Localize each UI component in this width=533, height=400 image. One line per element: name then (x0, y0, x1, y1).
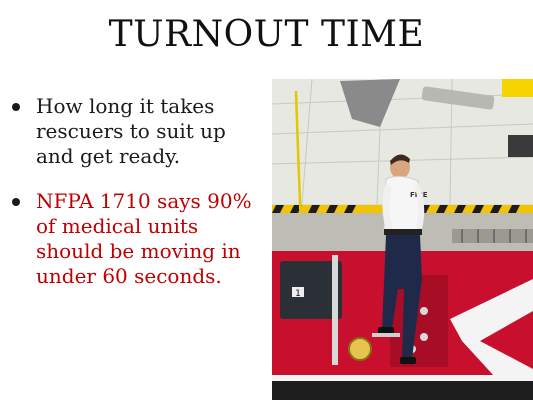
firefighter-shoe (400, 357, 416, 364)
truck-door-frame (332, 255, 338, 365)
yellow-sign (502, 79, 533, 97)
firefighter-truck-illustration: 1 FIRE (272, 79, 533, 400)
truck-emblem (348, 337, 372, 361)
ceiling-light (421, 86, 495, 110)
firefighter-figure: FIRE (378, 154, 428, 364)
slide-title: TURNOUT TIME (108, 14, 425, 55)
truck-window (280, 261, 342, 319)
truck-bumper (272, 381, 533, 400)
firefighter-right-arm (414, 183, 425, 229)
bullet-dot-icon (12, 198, 20, 206)
truck-chevron-stripe (450, 279, 533, 400)
bullet-item-turnout-definition: How long it takes rescuers to suit up an… (12, 94, 264, 169)
firefighter-left-arm (382, 183, 394, 235)
firefighter-shoe (378, 327, 394, 334)
firefighter-hair (390, 154, 410, 165)
truck-lower-stripe (272, 375, 533, 381)
firefighter-photo: 1 FIRE (272, 79, 533, 400)
firefighter-belt (384, 229, 422, 235)
wall-fixture (508, 135, 533, 157)
ceiling-fixture (340, 79, 400, 127)
bullet-dot-icon (12, 103, 20, 111)
bullet-list: How long it takes rescuers to suit up an… (12, 94, 264, 309)
ladder-rack (452, 229, 533, 243)
ladder-rungs (461, 229, 527, 243)
truck-step (372, 333, 400, 337)
bullet-text: How long it takes rescuers to suit up an… (36, 94, 226, 168)
bullet-text: NFPA 1710 says 90% of medical units shou… (36, 189, 252, 288)
truck-number: 1 (295, 289, 301, 299)
bullet-item-nfpa-standard: NFPA 1710 says 90% of medical units shou… (12, 189, 264, 289)
truck-number-plate (292, 287, 304, 297)
